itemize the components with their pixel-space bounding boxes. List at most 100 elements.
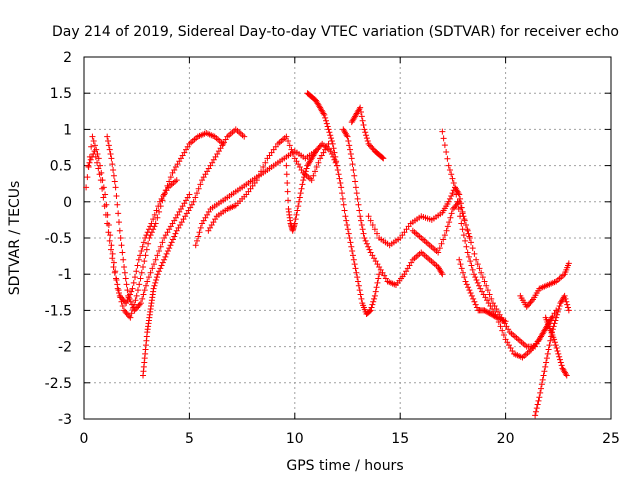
data-point (134, 304, 141, 311)
y-tick-label: 0 (63, 195, 72, 211)
data-point (126, 313, 133, 320)
data-point (453, 191, 460, 198)
data-point (161, 256, 168, 263)
data-point (353, 190, 360, 197)
data-point (366, 308, 373, 315)
data-point (538, 385, 545, 392)
data-point (132, 305, 139, 312)
data-point (539, 376, 546, 383)
y-tick-label: 1.5 (50, 86, 72, 102)
data-point (166, 178, 173, 185)
data-point (558, 362, 565, 369)
data-point (348, 243, 355, 250)
data-point (347, 146, 354, 153)
data-point (300, 177, 307, 184)
data-point (445, 162, 452, 169)
data-point (474, 279, 481, 286)
data-point (551, 339, 558, 346)
data-point (535, 397, 542, 404)
data-point (486, 310, 493, 317)
data-point (321, 111, 328, 118)
data-point (449, 190, 456, 197)
data-point (343, 217, 350, 224)
y-tick-label: 0.5 (50, 159, 72, 175)
data-point (159, 259, 166, 266)
data-point (369, 145, 376, 152)
data-point (340, 201, 347, 208)
data-point (371, 295, 378, 302)
data-point (138, 248, 145, 255)
series-track (304, 90, 383, 318)
data-point (101, 203, 108, 210)
data-point (354, 274, 361, 281)
data-point (455, 206, 462, 213)
data-point (323, 120, 330, 127)
data-point (369, 221, 376, 228)
data-point (349, 248, 356, 255)
data-point (285, 137, 292, 144)
data-point (128, 310, 135, 317)
data-point (116, 292, 123, 299)
series-track (85, 148, 180, 307)
data-point (107, 151, 114, 158)
data-point (121, 263, 128, 270)
data-point (338, 184, 345, 191)
data-point (151, 282, 158, 289)
data-point (115, 287, 122, 294)
data-point (135, 256, 142, 263)
data-point (543, 355, 550, 362)
data-point (147, 269, 154, 276)
data-point (172, 230, 179, 237)
x-tick-label: 25 (602, 431, 620, 447)
data-point (476, 265, 483, 272)
data-point (310, 172, 317, 179)
data-point (135, 303, 142, 310)
data-point (316, 143, 323, 150)
data-point (474, 261, 481, 268)
data-point (94, 159, 101, 166)
data-point (545, 346, 552, 353)
data-point (255, 172, 262, 179)
data-point (142, 282, 149, 289)
data-point (100, 194, 107, 201)
data-point (533, 405, 540, 412)
data-point (86, 159, 93, 166)
data-point (526, 300, 533, 307)
data-point (367, 217, 374, 224)
data-point (357, 104, 364, 111)
data-point (459, 210, 466, 217)
data-point (346, 142, 353, 149)
data-point (348, 155, 355, 162)
data-point (150, 261, 157, 268)
data-point (344, 226, 351, 233)
data-point (132, 297, 139, 304)
data-point (91, 148, 98, 155)
data-point (296, 194, 303, 201)
data-point (467, 258, 474, 265)
data-point (564, 304, 571, 311)
data-point (349, 161, 356, 168)
data-point (186, 191, 193, 198)
data-point (84, 174, 91, 181)
data-point (353, 269, 360, 276)
data-point (562, 371, 569, 378)
data-point (127, 314, 134, 321)
data-point (108, 155, 115, 162)
data-point (357, 291, 364, 298)
data-point (354, 195, 361, 202)
data-point (151, 211, 158, 218)
data-point (143, 232, 150, 239)
data-point (360, 230, 367, 237)
data-point (368, 304, 375, 311)
data-point (339, 195, 346, 202)
data-point (470, 295, 477, 302)
y-tick-label: 1 (63, 122, 72, 138)
data-point (153, 274, 160, 281)
y-tick-label: -1.5 (45, 303, 72, 319)
data-point (149, 265, 156, 272)
data-point (112, 184, 119, 191)
data-point (260, 164, 267, 171)
data-point (347, 239, 354, 246)
series-track (140, 126, 248, 379)
